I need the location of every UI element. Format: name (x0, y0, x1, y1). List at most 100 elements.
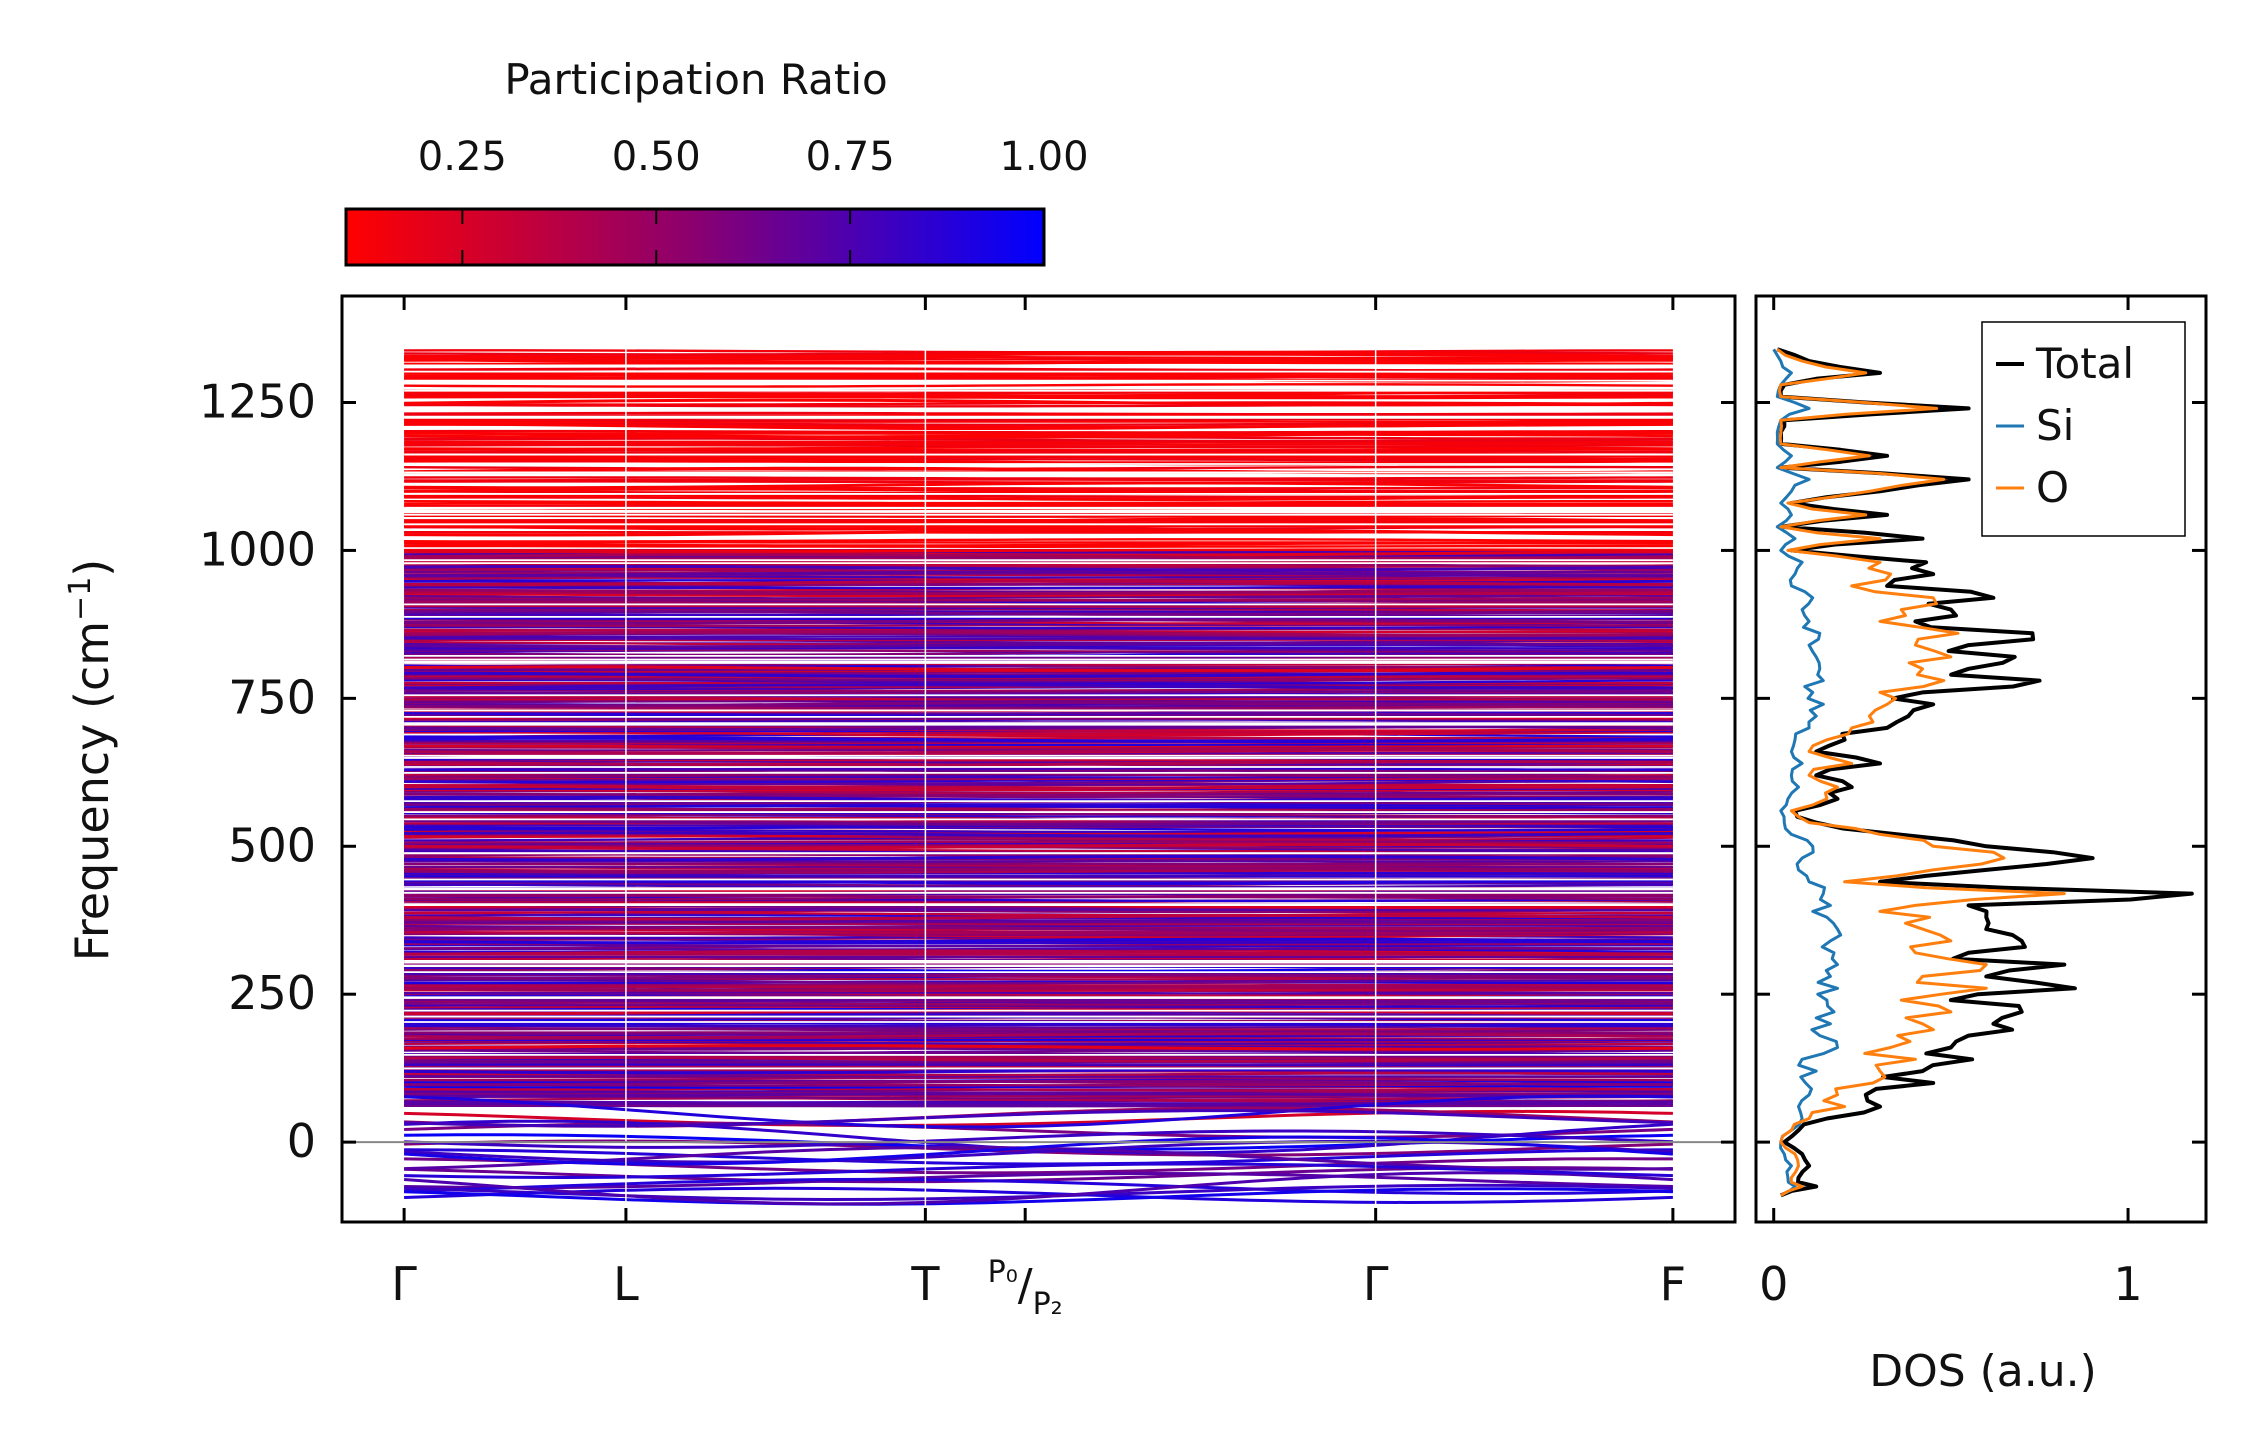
band-line (404, 866, 1673, 874)
y-tick-label: 750 (228, 670, 316, 724)
band-line (404, 442, 1673, 446)
band-line (404, 1003, 1673, 1007)
band-line (404, 579, 1673, 587)
kpoint-label: T (910, 1257, 940, 1311)
band-line (404, 1056, 1673, 1063)
band-line (404, 1187, 1673, 1206)
kpoint-label: P₀/P₂ (988, 1255, 1063, 1322)
colorbar-gradient (344, 207, 1046, 267)
band-axes: 0 250 500 750 1000 1250 Γ L T P₀/P₂ Γ F (199, 296, 1735, 1322)
colorbar-tick-label: 0.25 (418, 134, 507, 180)
band-line (404, 367, 1673, 372)
band-line (404, 351, 1673, 359)
band-line (404, 1100, 1673, 1107)
band-line (404, 431, 1673, 439)
band-line (403, 1171, 1673, 1206)
band-line (404, 973, 1673, 980)
band-line (404, 718, 1673, 723)
band-line (404, 1119, 1673, 1155)
band-line (404, 689, 1673, 693)
band-line (404, 1148, 1673, 1166)
band-line (404, 1162, 1673, 1180)
band-line (404, 481, 1673, 490)
band-line (404, 1129, 1673, 1149)
y-tick-label: 500 (228, 818, 316, 872)
band-lines (403, 306, 1673, 1212)
band-line (404, 873, 1673, 877)
band-line (404, 538, 1673, 543)
band-line (404, 984, 1673, 992)
band-line (404, 383, 1673, 388)
legend-label: Si (2036, 401, 2074, 450)
band-line (404, 1171, 1673, 1190)
band-line (404, 890, 1673, 897)
band-line (404, 450, 1673, 454)
band-line (404, 937, 1673, 945)
band-line (404, 564, 1673, 572)
band-line (404, 748, 1673, 755)
band-line (404, 422, 1673, 430)
band-line (404, 544, 1673, 548)
band-line (404, 1177, 1673, 1196)
y-tick-label: 1250 (199, 375, 316, 429)
band-line (404, 925, 1673, 933)
band-line (404, 1079, 1673, 1087)
band-line (404, 778, 1673, 784)
kpoint-label: L (613, 1257, 639, 1311)
dos-x-tick-label: 0 (1759, 1257, 1788, 1311)
band-line (404, 357, 1673, 366)
band-frame (340, 294, 1737, 1224)
colorbar-tick-label: 0.75 (806, 134, 895, 180)
band-line (404, 514, 1673, 518)
colorbar: Participation Ratio 0.25 0.50 0.75 1.00 (344, 55, 1089, 267)
band-line (404, 831, 1673, 838)
colorbar-title: Participation Ratio (504, 55, 887, 104)
band-line (404, 1040, 1673, 1045)
y-axis-label: Frequency (cm−1) (63, 559, 119, 962)
x-axis-label-dos: DOS (a.u.) (1869, 1346, 2097, 1397)
band-line (404, 1109, 1673, 1128)
band-line (404, 476, 1673, 480)
band-line (404, 1044, 1673, 1051)
band-line (404, 949, 1673, 956)
band-line (404, 665, 1673, 672)
band-line (404, 819, 1673, 826)
band-line (404, 1135, 1673, 1166)
band-line (404, 671, 1673, 679)
band-line (404, 371, 1673, 376)
band-line (404, 528, 1673, 537)
band-line (404, 1094, 1673, 1129)
dos-frame (1754, 294, 2208, 1224)
band-line (404, 600, 1673, 607)
band-line (404, 736, 1673, 743)
dos-series-o (1776, 348, 2066, 1197)
band-line (404, 724, 1673, 732)
band-line (404, 395, 1673, 400)
band-line (404, 854, 1673, 862)
band-line (404, 618, 1673, 625)
band-line (404, 398, 1673, 407)
dos-series-si (1772, 348, 1843, 1197)
band-line (404, 349, 1673, 354)
band-line (404, 570, 1673, 578)
band-line (404, 1186, 1673, 1205)
y-tick-label: 1000 (199, 522, 316, 576)
band-line (404, 389, 1673, 398)
kpoint-label: Γ (1363, 1257, 1389, 1311)
band-line (404, 630, 1673, 637)
band-line (404, 683, 1673, 690)
dos-x-tick-label: 1 (2113, 1257, 2142, 1311)
band-line (404, 760, 1673, 767)
colorbar-tick-label: 0.50 (612, 134, 701, 180)
band-structure-panel: 0 250 500 750 1000 1250 Γ L T P₀/P₂ Γ F Frequency (… (63, 294, 1737, 1322)
band-line (404, 373, 1673, 378)
legend-label: O (2036, 463, 2069, 512)
band-line (404, 897, 1673, 903)
band-line (404, 1032, 1673, 1039)
band-line (404, 517, 1673, 525)
kpoint-label: Γ (391, 1257, 417, 1311)
band-line (404, 1084, 1673, 1089)
